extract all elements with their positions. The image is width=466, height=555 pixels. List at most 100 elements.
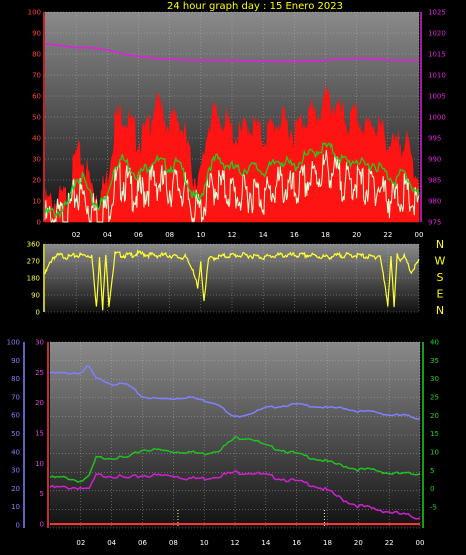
temp-humidity-series <box>49 365 421 527</box>
axis-tick-label: 100 <box>7 339 20 347</box>
pressure-line <box>44 42 419 63</box>
axis-tick-label: 985 <box>428 177 441 185</box>
x-tick-label: 22 <box>385 539 394 547</box>
axis-tick-label: 10 <box>11 503 20 511</box>
temp-humidity-grid <box>50 341 421 529</box>
axis-tick-label: 40 <box>11 448 20 456</box>
axis-tick-label: 40 <box>430 339 439 347</box>
axis-tick-label: 180 <box>27 275 40 283</box>
axis-tick-label: 50 <box>32 114 41 122</box>
wind-average-line <box>44 141 420 220</box>
humidity-line <box>49 365 420 420</box>
axis-tick-label: 0 <box>37 219 41 227</box>
x-tick-label: 04 <box>103 231 112 239</box>
compass-label-4: N <box>436 304 444 317</box>
x-tick-label: 02 <box>76 539 85 547</box>
axis-tick-label: 90 <box>11 357 20 365</box>
axis-tick-label: 1005 <box>428 93 446 101</box>
axis-tick-label: 990 <box>428 156 441 164</box>
axis-tick-label: 1010 <box>428 72 446 80</box>
axis-tick-label: 15 <box>430 430 439 438</box>
dewpoint-line <box>49 435 421 483</box>
pressure-axis: 1025 1020 1015 1010 1005 1000 995 990 985 980 975 <box>420 9 446 227</box>
axis-tick-label: 35 <box>430 357 439 365</box>
x-tick-label: 16 <box>290 231 299 239</box>
axis-tick-label: 25 <box>430 394 439 402</box>
axis-tick-label: 20 <box>11 485 20 493</box>
axis-tick-label: 1000 <box>428 114 446 122</box>
x-tick-label: 12 <box>231 539 240 547</box>
axis-tick-label: 60 <box>11 412 20 420</box>
axis-tick-label: 90 <box>31 292 40 300</box>
compass-label-3: E <box>437 288 444 301</box>
temperature-line <box>49 470 421 520</box>
compass-label-0: N <box>436 238 444 251</box>
compass-label-2: S <box>437 271 444 284</box>
x-tick-label: 06 <box>134 231 143 239</box>
axis-tick-label: 5 <box>430 467 434 475</box>
axis-tick-label: 20 <box>35 399 44 407</box>
axis-tick-label: 90 <box>32 30 41 38</box>
wind-direction-axis: 360 270 180 90 0 <box>27 241 45 317</box>
graph-title: 24 hour graph day : 15 Enero 2023 <box>167 1 343 12</box>
x-tick-label: 14 <box>261 539 270 547</box>
axis-tick-label: 70 <box>32 72 41 80</box>
x-tick-label: 00 <box>416 539 425 547</box>
x-tick-label: 08 <box>165 231 174 239</box>
axis-tick-label: 70 <box>11 393 20 401</box>
axis-tick-label: 20 <box>32 177 41 185</box>
x-tick-label: 22 <box>383 231 392 239</box>
x-tick-label: 20 <box>352 231 361 239</box>
axis-tick-label: 40 <box>32 135 41 143</box>
axis-tick-label: 10 <box>32 198 41 206</box>
axis-tick-label: 995 <box>428 135 441 143</box>
axis-tick-label: 10 <box>35 460 44 468</box>
axis-tick-label: 980 <box>428 198 441 206</box>
axis-tick-label: 270 <box>27 258 40 266</box>
wind-direction-line <box>44 249 420 311</box>
axis-tick-label: -5 <box>430 504 437 512</box>
axis-tick-label: 0 <box>430 485 434 493</box>
axis-tick-label: 5 <box>40 490 44 498</box>
x-tick-label: 06 <box>138 539 147 547</box>
axis-tick-label: 30 <box>35 339 44 347</box>
axis-tick-label: 20 <box>430 412 439 420</box>
x-tick-label: 18 <box>321 231 330 239</box>
x-tick-label: 18 <box>323 539 332 547</box>
axis-tick-label: 0 <box>36 309 40 317</box>
axis-tick-label: 1025 <box>428 9 446 17</box>
axis-tick-label: 30 <box>430 375 439 383</box>
compass-label-1: W <box>435 255 446 268</box>
axis-tick-label: 100 <box>28 9 41 17</box>
temp-time-axis: 02 04 06 08 10 12 14 16 18 20 22 00 <box>76 539 424 547</box>
x-tick-label: 10 <box>200 539 209 547</box>
axis-tick-label: 25 <box>35 369 44 377</box>
axis-tick-label: 30 <box>32 156 41 164</box>
x-tick-label: 10 <box>196 231 205 239</box>
axis-tick-label: 0 <box>40 521 44 529</box>
x-tick-label: 04 <box>107 539 116 547</box>
x-tick-label: 16 <box>292 539 301 547</box>
axis-tick-label: 975 <box>428 219 441 227</box>
x-tick-label: 02 <box>72 231 81 239</box>
wind-direction-grid <box>45 243 420 313</box>
axis-tick-label: 360 <box>27 241 40 249</box>
axis-tick-label: 1020 <box>428 30 446 38</box>
axis-tick-label: 80 <box>32 51 41 59</box>
axis-tick-label: 15 <box>35 430 44 438</box>
axis-tick-label: 10 <box>430 449 439 457</box>
axis-tick-label: 30 <box>11 467 20 475</box>
wind-time-axis: 02 04 06 08 10 12 14 16 18 20 22 00 <box>72 231 424 239</box>
x-tick-label: 00 <box>415 231 424 239</box>
wind-direction-series <box>44 249 420 311</box>
dewpoint-axis: 40 35 30 25 20 15 10 5 0 -5 <box>422 339 439 528</box>
axis-tick-label: 1015 <box>428 51 446 59</box>
temperature-axis: 30 25 20 15 10 5 0 <box>35 339 49 529</box>
